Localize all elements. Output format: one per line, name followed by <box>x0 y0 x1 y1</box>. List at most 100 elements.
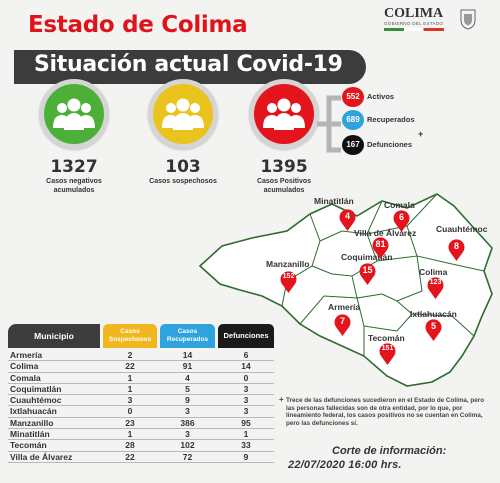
active-badge: 552 <box>342 87 364 107</box>
stat-positive-circle <box>249 79 319 149</box>
stat-positive-value: 1395 <box>260 157 308 177</box>
map-value-cuauhtemoc: 8 <box>453 241 459 251</box>
cell-deaths: 3 <box>243 406 249 417</box>
footnote-text: Trece de las defunciones sucedieron en e… <box>286 397 485 427</box>
map-value-comala: 6 <box>398 212 404 222</box>
cell-municipio: Cuauhtémoc <box>10 395 62 406</box>
cell-recovered: 4 <box>185 372 190 383</box>
stat-suspected: 103 Casos sospechosos <box>145 79 221 186</box>
cell-recovered: 3 <box>185 429 190 440</box>
colima-map: Minatitlán Comala Villa de Álvarez Cuauh… <box>192 186 495 390</box>
table-row: Coquimatlán 1 5 3 <box>8 383 274 396</box>
map-pin-cuauhtemoc: 8 <box>447 238 466 262</box>
stat-positive-label: Casos Positivos <box>256 178 312 185</box>
map-pin-armeria: 7 <box>333 313 352 337</box>
map-label-manzanillo: Manzanillo <box>266 259 310 269</box>
cell-deaths: 3 <box>243 383 249 394</box>
cell-municipio: Coquimatlán <box>10 383 62 394</box>
map-label-minatitlan: Minatitlán <box>314 196 354 206</box>
cell-deaths: 14 <box>241 361 251 372</box>
table-row: Villa de Álvarez 22 72 9 <box>8 452 274 463</box>
map-label-ixtlahuacan: Ixtlahuacán <box>410 309 457 319</box>
map-pin-comala: 6 <box>392 209 411 233</box>
stat-positive: 1395 Casos Positivos acumulados <box>246 79 322 195</box>
map-label-colima: Colima <box>419 267 448 277</box>
cell-recovered: 9 <box>185 395 190 406</box>
cell-suspected: 22 <box>125 361 135 372</box>
cell-municipio: Villa de Álvarez <box>10 451 73 462</box>
logo-name: COLIMA <box>384 6 444 21</box>
cell-municipio: Colima <box>10 361 39 372</box>
deaths-label: Defunciones <box>367 140 413 149</box>
map-value-tecoman: 151 <box>381 345 394 352</box>
cell-deaths: 95 <box>241 417 251 428</box>
cell-suspected: 3 <box>127 395 133 406</box>
table-row: Armería 2 14 6 <box>8 350 274 362</box>
stat-suspected-label: Casos sospechosos <box>149 178 217 185</box>
col-header-suspected-line-2: Sospechosos <box>108 336 152 343</box>
map-outline <box>198 193 493 387</box>
map-value-manzanillo: 152 <box>282 273 295 280</box>
map-pin-villa-de-alvarez: 81 <box>371 236 390 260</box>
cell-municipio: Tecomán <box>10 440 47 451</box>
people-group-icon <box>263 98 305 130</box>
map-pin-coquimatlan: 15 <box>358 262 377 286</box>
stat-positive-label-2: acumulados <box>263 187 305 194</box>
table-row: Colima 22 91 14 <box>8 361 274 373</box>
map-pin-manzanillo: 152 <box>279 270 298 294</box>
recovered-badge: 689 <box>342 110 364 130</box>
col-header-deaths: Defunciones <box>218 324 274 348</box>
cell-municipio: Ixtlahuacán <box>10 406 57 417</box>
stat-suspected-value: 103 <box>165 157 201 177</box>
table-row: Comala 1 4 0 <box>8 373 274 384</box>
table-row: Minatitlán 1 3 1 <box>8 429 274 441</box>
map-label-coquimatlan: Coquimatlán <box>341 252 393 262</box>
cutoff-datetime: 22/07/2020 16:00 hrs. <box>288 459 402 471</box>
table-row: Tecomán 28 102 33 <box>8 440 274 452</box>
page-title: Estado de Colima <box>28 12 248 38</box>
map-label-villa-de-alvarez: Villa de Álvarez <box>354 228 417 238</box>
col-header-municipio: Municipio <box>8 324 100 348</box>
map-label-cuauhtemoc: Cuauhtémoc <box>436 224 488 234</box>
page-subtitle: Situación actual Covid-19 <box>34 52 343 77</box>
cell-recovered: 14 <box>182 350 193 360</box>
col-header-recovered-line-1: Casos <box>177 328 198 335</box>
table-row: Cuauhtémoc 3 9 3 <box>8 395 274 407</box>
cell-recovered: 91 <box>182 361 193 372</box>
map-pin-colima: 123 <box>426 276 445 300</box>
cell-recovered: 386 <box>180 417 195 428</box>
breakdown-bracket <box>317 95 341 153</box>
deaths-badge: 167 <box>342 135 364 155</box>
municipality-table: Municipio Casos Sospechosos Casos Recupe… <box>8 324 274 463</box>
map-value-minatitlan: 4 <box>344 211 350 221</box>
cell-municipio: Comala <box>10 372 41 383</box>
cell-municipio: Manzanillo <box>10 417 54 428</box>
cell-suspected: 0 <box>127 406 133 417</box>
table-row: Manzanillo 23 386 95 <box>8 417 274 430</box>
footnote: + Trece de las defunciones sucedieron en… <box>279 396 486 427</box>
cell-recovered: 3 <box>185 406 190 417</box>
map-value-villa-de-alvarez: 81 <box>375 239 386 249</box>
stat-suspected-circle <box>148 79 218 149</box>
map-label-tecoman: Tecomán <box>368 333 405 343</box>
cell-deaths: 1 <box>243 429 249 440</box>
logo-subtitle: GOBIERNO DEL ESTADO <box>384 21 444 26</box>
stat-negative-label: Casos negativos <box>46 178 102 185</box>
map-value-colima: 123 <box>429 279 442 286</box>
map-value-coquimatlan: 15 <box>362 265 373 275</box>
map-value-ixtlahuacan: 5 <box>430 321 436 331</box>
map-pin-tecoman: 151 <box>378 342 397 366</box>
footnote-marker: + <box>279 395 284 404</box>
people-group-icon <box>53 98 95 130</box>
cell-deaths: 6 <box>243 350 249 360</box>
cutoff-label: Corte de información: <box>332 445 447 457</box>
stat-negative-value: 1327 <box>50 157 98 177</box>
cell-municipio: Armería <box>10 350 43 360</box>
cell-suspected: 23 <box>125 417 135 428</box>
cell-suspected: 2 <box>127 350 133 360</box>
subtitle-banner: Situación actual Covid-19 <box>14 50 366 84</box>
map-pin-ixtlahuacan: 5 <box>424 318 443 342</box>
map-value-armeria: 7 <box>339 316 345 326</box>
map-label-armeria: Armería <box>328 302 361 312</box>
cell-recovered: 72 <box>182 451 193 462</box>
